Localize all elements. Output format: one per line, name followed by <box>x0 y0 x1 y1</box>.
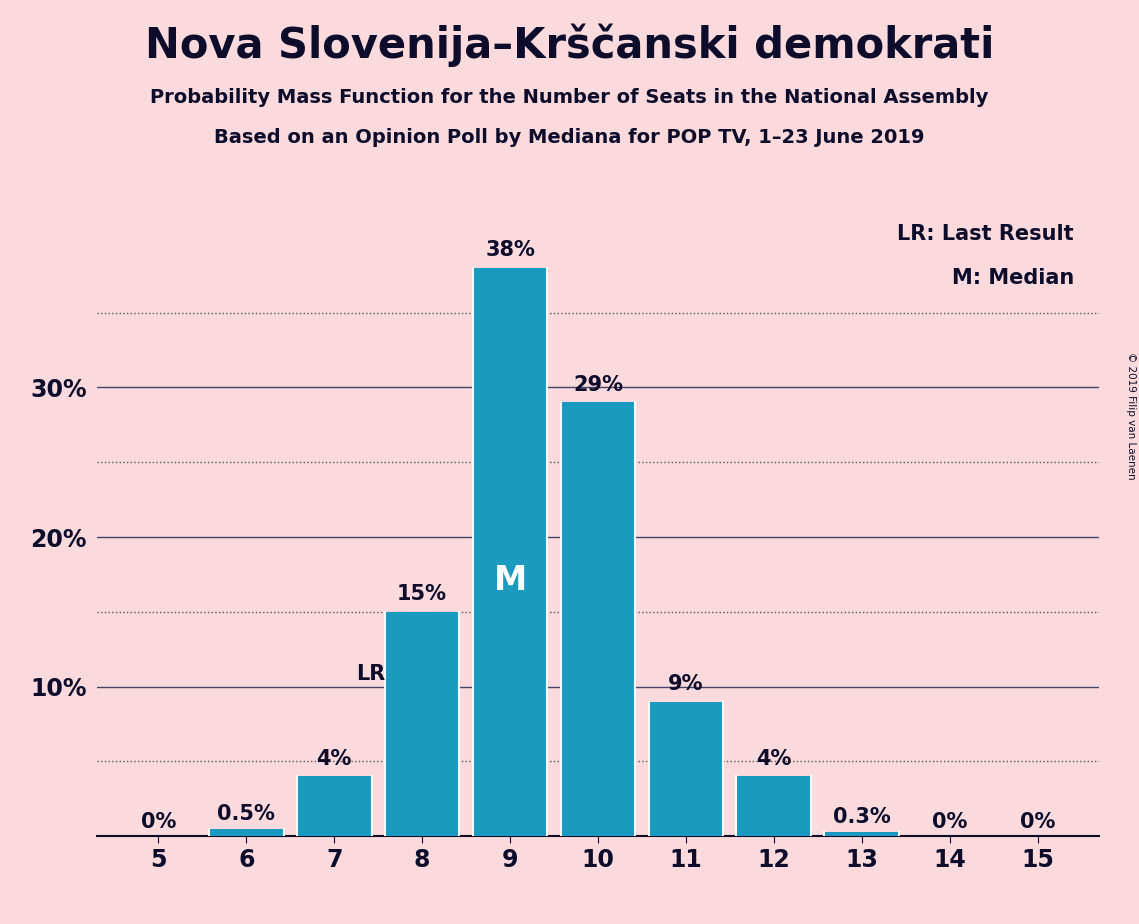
Text: 15%: 15% <box>398 584 448 604</box>
Text: 0%: 0% <box>932 811 967 832</box>
Bar <box>385 612 459 836</box>
Bar <box>737 776 811 836</box>
Text: 0.5%: 0.5% <box>218 804 276 824</box>
Text: Probability Mass Function for the Number of Seats in the National Assembly: Probability Mass Function for the Number… <box>150 88 989 107</box>
Text: Based on an Opinion Poll by Mediana for POP TV, 1–23 June 2019: Based on an Opinion Poll by Mediana for … <box>214 128 925 147</box>
Text: 38%: 38% <box>485 240 535 261</box>
Text: Nova Slovenija–Krščanski demokrati: Nova Slovenija–Krščanski demokrati <box>145 23 994 67</box>
Text: 4%: 4% <box>317 748 352 769</box>
Bar <box>825 832 899 836</box>
Text: 0%: 0% <box>141 811 177 832</box>
Text: 4%: 4% <box>756 748 792 769</box>
Bar <box>297 776 371 836</box>
Text: LR: Last Result: LR: Last Result <box>898 224 1074 244</box>
Text: LR: LR <box>357 663 385 684</box>
Bar <box>560 402 636 836</box>
Text: 29%: 29% <box>573 375 623 395</box>
Bar <box>208 829 284 836</box>
Text: M: M <box>493 564 526 597</box>
Bar <box>648 701 723 836</box>
Text: 0%: 0% <box>1019 811 1055 832</box>
Text: © 2019 Filip van Laenen: © 2019 Filip van Laenen <box>1126 352 1136 480</box>
Text: 0.3%: 0.3% <box>833 808 891 827</box>
Text: M: Median: M: Median <box>952 268 1074 287</box>
Text: 9%: 9% <box>669 675 704 694</box>
Bar <box>473 268 548 836</box>
